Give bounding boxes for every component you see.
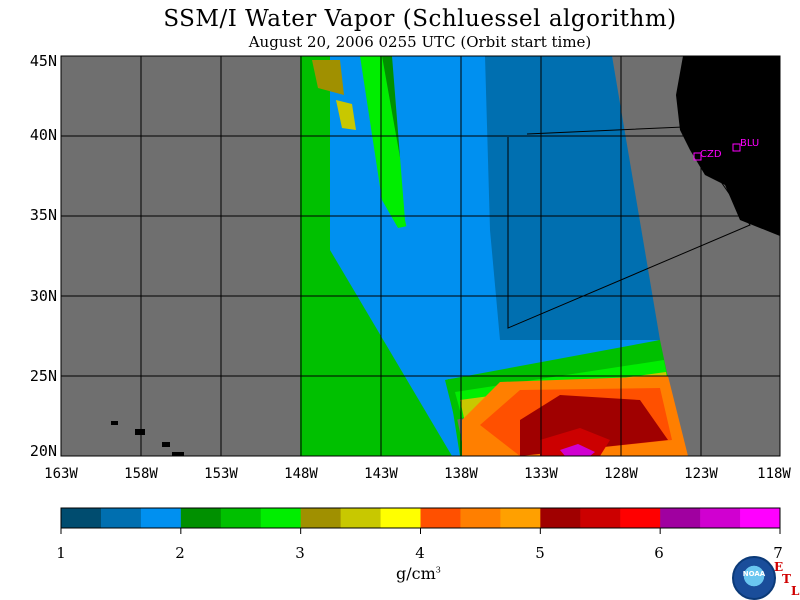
lon-label-128w: 128W <box>604 466 638 482</box>
colorbar-swatch <box>580 508 621 528</box>
colorbar-label-6: 6 <box>654 544 664 562</box>
lat-label-30n: 30N <box>30 287 57 305</box>
station-czd-label: CZD <box>700 149 722 160</box>
lat-label-40n: 40N <box>30 126 57 144</box>
colorbar-units: g/cm3 <box>396 564 441 583</box>
etl-letter-e: E <box>774 560 784 574</box>
colorbar-swatch <box>460 508 501 528</box>
north-america-land <box>676 56 780 236</box>
colorbar-swatch <box>380 508 421 528</box>
colorbar-label-3: 3 <box>295 544 305 562</box>
colorbar-label-2: 2 <box>175 544 185 562</box>
colorbar-label-7: 7 <box>773 544 783 562</box>
chart-subtitle: August 20, 2006 0255 UTC (Orbit start ti… <box>248 33 592 51</box>
colorbar-swatch <box>500 508 541 528</box>
colorbar-swatch <box>420 508 461 528</box>
colorbar-label-4: 4 <box>415 544 425 562</box>
colorbar-swatch <box>700 508 741 528</box>
colorbar-label-1: 1 <box>56 544 66 562</box>
hawaii-island-3 <box>162 442 170 447</box>
lon-label-133w: 133W <box>524 466 558 482</box>
swath-band-low <box>330 56 460 456</box>
station-czd-marker <box>693 152 702 161</box>
lon-label-148w: 148W <box>284 466 318 482</box>
lon-label-153w: 153W <box>204 466 238 482</box>
swath-band-red <box>540 428 610 456</box>
colorbar-label-5: 5 <box>535 544 545 562</box>
noaa-logo-icon: NOAA <box>732 556 776 600</box>
map-frame <box>60 55 781 457</box>
swath-band-magenta <box>560 444 595 456</box>
lat-lon-grid <box>61 56 780 456</box>
colorbar-swatch <box>300 508 342 528</box>
colorbar-swatch <box>140 508 182 528</box>
hawaii-island-4 <box>172 452 184 456</box>
colorbar-swatch <box>740 508 781 528</box>
lon-label-138w: 138W <box>444 466 478 482</box>
lon-label-163w: 163W <box>44 466 78 482</box>
hawaii-island-1 <box>111 421 118 425</box>
colorbar-swatch <box>340 508 382 528</box>
lat-label-45n: 45N <box>30 52 57 70</box>
swath-band-yellow-edge <box>336 100 356 130</box>
lat-label-20n: 20N <box>30 442 57 460</box>
etl-letter-t: T <box>782 572 791 586</box>
lon-label-118w: 118W <box>757 466 791 482</box>
colorbar-swatch <box>220 508 262 528</box>
lon-label-143w: 143W <box>364 466 398 482</box>
colorbar-swatch <box>61 508 102 528</box>
colorbar-swatch <box>100 508 142 528</box>
colorbar <box>60 507 781 534</box>
colorbar-swatch <box>180 508 222 528</box>
swath-band-olive <box>312 60 344 95</box>
colorbar-swatch <box>540 508 581 528</box>
station-blu-marker <box>732 143 741 152</box>
colorbar-swatch <box>620 508 661 528</box>
lat-label-35n: 35N <box>30 206 57 224</box>
station-blu-label: BLU <box>740 138 759 149</box>
colorbar-swatch <box>660 508 701 528</box>
swath-band-bright-green <box>360 56 412 228</box>
swath-band-dark-blue <box>485 56 660 340</box>
chart-title: SSM/I Water Vapor (Schluessel algorithm) <box>163 6 677 32</box>
etl-letter-l: L <box>791 584 800 598</box>
lon-label-158w: 158W <box>124 466 158 482</box>
lon-label-123w: 123W <box>684 466 718 482</box>
lat-label-25n: 25N <box>30 367 57 385</box>
colorbar-swatch <box>260 508 302 528</box>
hawaii-island-2 <box>135 429 145 435</box>
